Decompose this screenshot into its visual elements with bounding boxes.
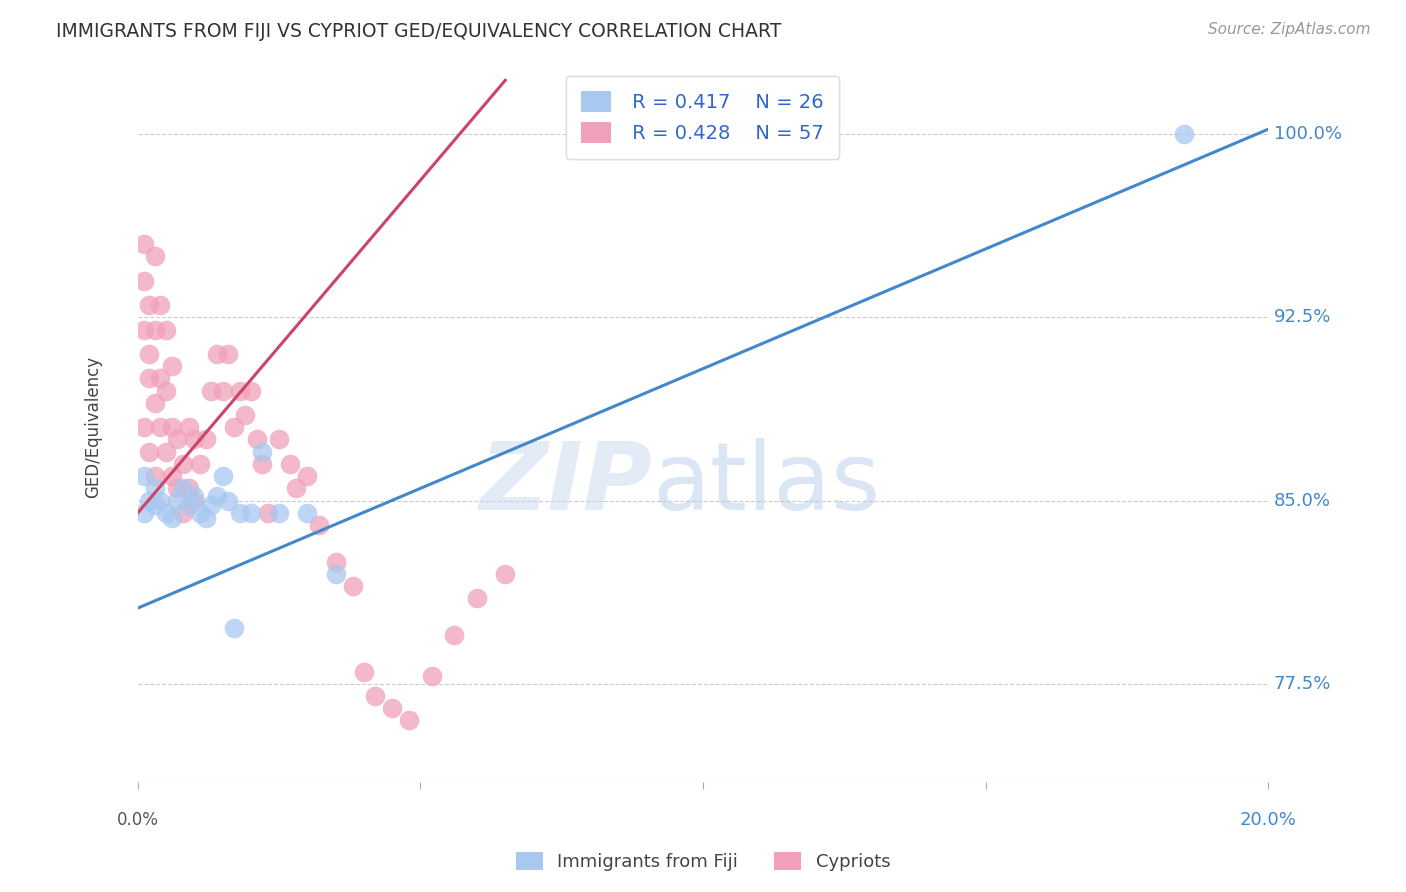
Point <box>252 444 274 458</box>
Point <box>381 701 404 715</box>
Point <box>239 506 262 520</box>
Legend: Immigrants from Fiji, Cypriots: Immigrants from Fiji, Cypriots <box>509 845 897 879</box>
Point <box>239 384 262 398</box>
Point <box>172 481 194 495</box>
Point <box>252 457 274 471</box>
Point <box>211 384 233 398</box>
Point <box>205 347 228 361</box>
Text: 0.0%: 0.0% <box>117 811 159 829</box>
Point <box>217 347 239 361</box>
Point <box>172 506 194 520</box>
Point <box>297 469 319 483</box>
Point <box>132 322 155 336</box>
Point <box>228 506 250 520</box>
Point <box>308 518 330 533</box>
Point <box>398 714 420 728</box>
Point <box>494 566 516 581</box>
Point <box>143 481 166 495</box>
Text: 92.5%: 92.5% <box>1274 309 1331 326</box>
Point <box>194 510 217 524</box>
Text: IMMIGRANTS FROM FIJI VS CYPRIOT GED/EQUIVALENCY CORRELATION CHART: IMMIGRANTS FROM FIJI VS CYPRIOT GED/EQUI… <box>56 22 782 41</box>
Point <box>160 510 183 524</box>
Point <box>149 420 172 434</box>
Point <box>155 444 177 458</box>
Point <box>188 506 211 520</box>
Point <box>132 237 155 252</box>
Point <box>149 298 172 312</box>
Point <box>160 469 183 483</box>
Point <box>160 359 183 374</box>
Point <box>443 628 465 642</box>
Point <box>132 469 155 483</box>
Point <box>177 420 200 434</box>
Point <box>297 506 319 520</box>
Point <box>143 249 166 263</box>
Point <box>138 493 160 508</box>
Text: atlas: atlas <box>652 438 880 530</box>
Point <box>149 371 172 385</box>
Point <box>325 555 347 569</box>
Point <box>269 433 291 447</box>
Point <box>233 408 256 422</box>
Point <box>194 433 217 447</box>
Point <box>166 493 188 508</box>
Point <box>177 481 200 495</box>
Point <box>205 489 228 503</box>
Point <box>155 384 177 398</box>
Point <box>183 493 205 508</box>
Text: 85.0%: 85.0% <box>1274 491 1331 509</box>
Text: 20.0%: 20.0% <box>1240 811 1296 829</box>
Point <box>138 444 160 458</box>
Text: 100.0%: 100.0% <box>1274 125 1341 143</box>
Point <box>342 579 364 593</box>
Point <box>138 298 160 312</box>
Point <box>149 493 172 508</box>
Point <box>222 621 245 635</box>
Point <box>245 433 267 447</box>
Point <box>155 322 177 336</box>
Point <box>228 384 250 398</box>
Point <box>177 499 200 513</box>
Point <box>143 322 166 336</box>
Point <box>465 591 488 606</box>
Point <box>166 433 188 447</box>
Point <box>183 433 205 447</box>
Text: ZIP: ZIP <box>479 438 652 530</box>
Point <box>132 506 155 520</box>
Point <box>132 274 155 288</box>
Point <box>183 489 205 503</box>
Point <box>280 457 302 471</box>
Point <box>143 499 166 513</box>
Point <box>143 469 166 483</box>
Point <box>420 669 443 683</box>
Point <box>138 371 160 385</box>
Point <box>200 499 222 513</box>
Point <box>143 396 166 410</box>
Point <box>200 384 222 398</box>
Point <box>160 420 183 434</box>
Text: GED/Equivalency: GED/Equivalency <box>84 356 101 499</box>
Point <box>285 481 308 495</box>
Legend:  R = 0.417    N = 26,  R = 0.428    N = 57: R = 0.417 N = 26, R = 0.428 N = 57 <box>565 76 839 159</box>
Point <box>217 493 239 508</box>
Point <box>222 420 245 434</box>
Text: Source: ZipAtlas.com: Source: ZipAtlas.com <box>1208 22 1371 37</box>
Point <box>257 506 280 520</box>
Point <box>188 457 211 471</box>
Point <box>269 506 291 520</box>
Point <box>132 420 155 434</box>
Point <box>155 506 177 520</box>
Point <box>325 566 347 581</box>
Point <box>353 665 375 679</box>
Point <box>172 457 194 471</box>
Point <box>364 689 387 703</box>
Point <box>211 469 233 483</box>
Point <box>166 481 188 495</box>
Point <box>1173 127 1195 141</box>
Point <box>138 347 160 361</box>
Text: 77.5%: 77.5% <box>1274 674 1331 693</box>
